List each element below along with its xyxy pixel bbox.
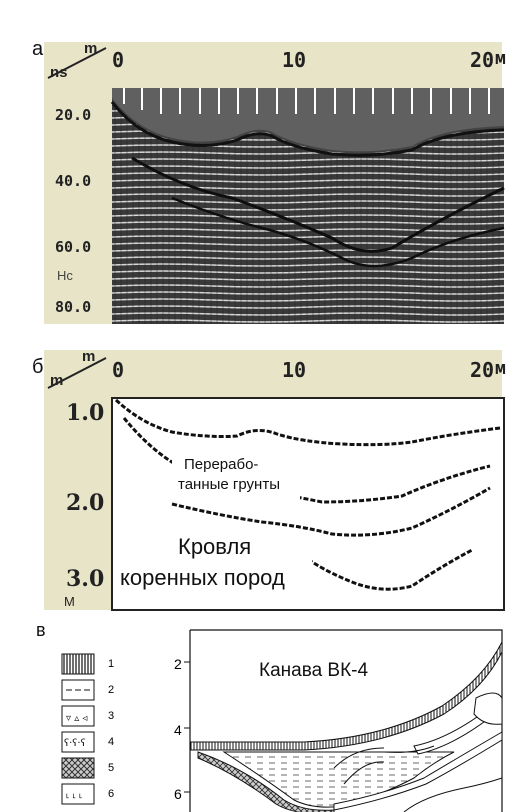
panel-a-y-tick-40: 40.0 xyxy=(55,172,92,190)
panel-c-y-tick-6: 6 xyxy=(174,786,182,802)
panel-a-radargram xyxy=(110,88,505,324)
panel-a-top-ruler xyxy=(112,42,502,88)
panel-a-x-tick-20: 20 xyxy=(470,48,495,72)
panel-b-distance-unit: m xyxy=(82,348,96,365)
panel-a-distance-unit: m xyxy=(84,40,98,57)
panel-b-x-unit: м xyxy=(495,358,506,379)
panel-b-y-unit: М xyxy=(64,594,75,609)
panel-a-x-tick-10: 10 xyxy=(282,48,307,72)
panel-a-corner-slash xyxy=(47,47,107,79)
panel-a-x-unit: м xyxy=(495,48,506,69)
panel-a-y-tick-60: 60.0 xyxy=(55,238,92,256)
panel-a-label: а xyxy=(32,38,44,60)
panel-c-section xyxy=(184,629,503,812)
panel-b-annotation-reworked-2: танные грунты xyxy=(178,476,280,493)
panel-b-horizon-surface xyxy=(114,398,501,447)
legend-5: 5 xyxy=(108,762,115,774)
panel-b-y-tick-1: 1.0 xyxy=(66,400,105,426)
panel-b-annotation-bedrock-2: коренных пород xyxy=(120,565,285,590)
svg-text:ʕ·ʕ·ʕ: ʕ·ʕ·ʕ xyxy=(64,738,86,749)
panel-b-horizon-3 xyxy=(171,486,491,537)
panel-b-label: б xyxy=(32,356,44,378)
panel-c-y-tick-2: 2 xyxy=(174,656,182,672)
panel-b-corner-slash xyxy=(47,357,107,389)
panel-a-white-ticks xyxy=(123,88,490,114)
panel-b-depth-unit: m xyxy=(50,372,64,389)
panel-b-x-tick-20: 20 xyxy=(470,358,495,382)
panel-c-label: в xyxy=(36,620,46,640)
panel-b-annotation-reworked-1: Перерабо- xyxy=(184,456,259,473)
panel-b-x-tick-10: 10 xyxy=(282,358,307,382)
panel-a-y-unit: Нс xyxy=(57,268,73,283)
panel-b-top-ruler xyxy=(112,350,502,398)
panel-b-annotation-bedrock-1: Кровля xyxy=(178,534,252,559)
panel-c-title: Канава ВК-4 xyxy=(259,660,369,681)
panel-b-horizon-bedrock xyxy=(290,544,473,591)
panel-b-corner-box xyxy=(44,350,112,398)
panel-a-left-ruler xyxy=(44,88,112,324)
panel-a-time-unit: ns xyxy=(50,64,68,81)
panel-a-x-tick-0: 0 xyxy=(112,48,125,72)
legend-3: 3 xyxy=(108,710,115,722)
legend-1: 1 xyxy=(108,658,115,670)
svg-text:▿ ▵ ◃: ▿ ▵ ◃ xyxy=(66,713,87,724)
panel-a-y-tick-80: 80.0 xyxy=(55,298,92,316)
panel-b-interpretation xyxy=(111,397,505,611)
panel-b-x-tick-0: 0 xyxy=(112,358,125,382)
legend-swatches: ▿ ▵ ◃ ʕ·ʕ·ʕ ˪ ˪ ˪ xyxy=(61,653,95,805)
panel-b-left-ruler xyxy=(44,398,112,610)
legend: ▿ ▵ ◃ ʕ·ʕ·ʕ ˪ ˪ ˪ 1 2 3 4 5 6 xyxy=(60,652,130,812)
panel-b-y-tick-2: 2.0 xyxy=(66,490,105,516)
panel-c-y-tick-4: 4 xyxy=(174,722,182,738)
legend-2: 2 xyxy=(108,684,115,696)
legend-6: 6 xyxy=(108,788,115,800)
panel-b-y-tick-3: 3.0 xyxy=(66,566,105,592)
legend-4: 4 xyxy=(108,736,115,748)
svg-text:˪ ˪ ˪: ˪ ˪ ˪ xyxy=(66,790,82,801)
panel-a-y-tick-20: 20.0 xyxy=(55,106,92,124)
